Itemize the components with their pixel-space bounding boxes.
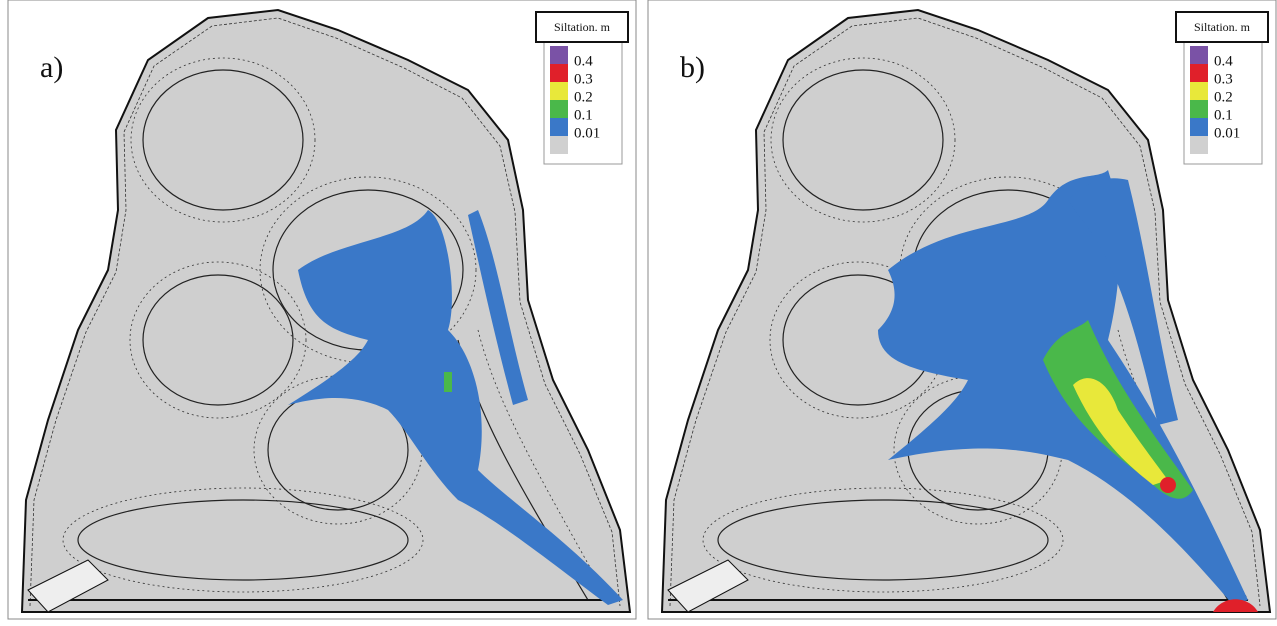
legend-level: 0.01 — [574, 125, 600, 141]
legend-swatch — [1190, 118, 1208, 136]
legend-level: 0.2 — [1214, 89, 1233, 105]
legend-level: 0.2 — [574, 89, 593, 105]
panel-label: a) — [40, 51, 63, 84]
legend-swatch — [550, 46, 568, 64]
siltation-area — [1160, 477, 1176, 493]
legend-level: 0.4 — [574, 53, 593, 69]
legend-title: Siltation. m — [1194, 20, 1251, 34]
legend-swatch — [550, 64, 568, 82]
siltation-area — [444, 372, 452, 392]
legend-swatch — [1190, 136, 1208, 154]
legend-swatch — [1190, 100, 1208, 118]
legend-title: Siltation. m — [554, 20, 611, 34]
legend-swatch — [1190, 46, 1208, 64]
legend-level: 0.01 — [1214, 125, 1240, 141]
legend-level: 0.1 — [1214, 107, 1233, 123]
legend-swatch — [1190, 64, 1208, 82]
panel: a) Siltation. m 0.4 0.3 0.2 0.1 0.01 — [8, 0, 636, 619]
legend-swatch — [550, 82, 568, 100]
legend-level: 0.1 — [574, 107, 593, 123]
panel-label: b) — [680, 51, 705, 84]
legend-swatch — [550, 118, 568, 136]
legend-level: 0.3 — [1214, 71, 1233, 87]
figure: a) Siltation. m 0.4 0.3 0.2 0.1 0.01 b) Siltati… — [0, 0, 1277, 621]
legend-level: 0.4 — [1214, 53, 1233, 69]
legend-swatch — [1190, 82, 1208, 100]
page: {"panels": [ {"label": "a)", "legend": {… — [0, 0, 1277, 621]
legend-level: 0.3 — [574, 71, 593, 87]
legend-swatch — [550, 100, 568, 118]
legend-swatch — [550, 136, 568, 154]
panel: b) Siltation. m 0.4 0.3 0.2 0.1 0.01 — [648, 0, 1276, 619]
